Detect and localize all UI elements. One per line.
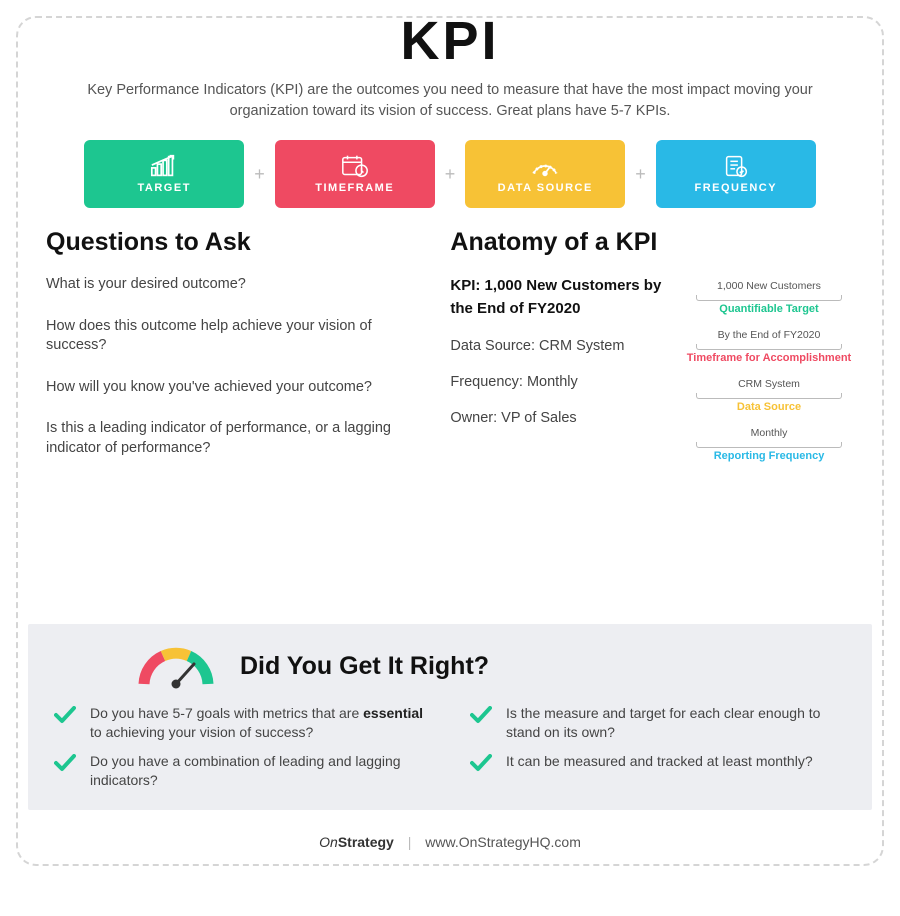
footer: OnStrategy | www.OnStrategyHQ.com <box>18 834 882 850</box>
main-title: KPI <box>46 10 854 72</box>
gauge-icon <box>134 642 218 690</box>
annotation-label: Timeframe for Accomplishment <box>684 352 854 364</box>
check-text: Do you have a combination of leading and… <box>90 752 430 790</box>
anatomy-main: Anatomy of a KPI KPI: 1,000 New Customer… <box>450 228 670 480</box>
infographic-frame: KPI Key Performance Indicators (KPI) are… <box>16 16 884 866</box>
bracket-icon <box>696 295 842 301</box>
brand-on: On <box>319 834 338 850</box>
plus-icon: + <box>445 164 456 185</box>
pill-label: TARGET <box>138 182 191 194</box>
plus-icon: + <box>254 164 265 185</box>
plus-icon: + <box>635 164 646 185</box>
annotation-value: CRM System <box>684 378 854 390</box>
check-item: Do you have 5-7 goals with metrics that … <box>54 704 430 742</box>
checkmark-icon <box>470 754 492 772</box>
pill-label: DATA SOURCE <box>498 182 593 194</box>
check-item: It can be measured and tracked at least … <box>470 752 846 790</box>
annotation: 1,000 New Customers Quantifiable Target <box>684 280 854 315</box>
questions-heading: Questions to Ask <box>46 228 430 257</box>
brand-strategy: Strategy <box>338 834 394 850</box>
question-item: What is your desired outcome? <box>46 275 430 295</box>
anatomy-column: Anatomy of a KPI KPI: 1,000 New Customer… <box>450 228 854 480</box>
checkmark-icon <box>54 706 76 724</box>
annotation-value: By the End of FY2020 <box>684 329 854 341</box>
anatomy-meta-line: Owner: VP of Sales <box>450 410 670 426</box>
anatomy-kpi-line: KPI: 1,000 New Customers by the End of F… <box>450 275 670 320</box>
annotation: CRM System Data Source <box>684 378 854 413</box>
question-item: Is this a leading indicator of performan… <box>46 419 430 458</box>
annotation: By the End of FY2020 Timeframe for Accomp… <box>684 329 854 364</box>
bracket-icon <box>696 393 842 399</box>
annotation: Monthly Reporting Frequency <box>684 427 854 462</box>
pill-timeframe: TIMEFRAME <box>275 140 435 208</box>
questions-column: Questions to Ask What is your desired ou… <box>46 228 430 480</box>
subtitle: Key Performance Indicators (KPI) are the… <box>76 80 824 122</box>
bracket-icon <box>696 344 842 350</box>
question-item: How does this outcome help achieve your … <box>46 317 430 356</box>
pill-label: FREQUENCY <box>694 182 777 194</box>
questions-list: What is your desired outcome? How does th… <box>46 275 430 458</box>
anatomy-meta-line: Frequency: Monthly <box>450 374 670 390</box>
formula-row: TARGET + TIMEFRAME + DATA SOURCE + FREQUENCY <box>46 140 854 208</box>
question-item: How will you know you've achieved your o… <box>46 378 430 398</box>
anatomy-meta-line: Data Source: CRM System <box>450 338 670 354</box>
check-text: Do you have 5-7 goals with metrics that … <box>90 704 430 742</box>
columns: Questions to Ask What is your desired ou… <box>46 228 854 480</box>
check-panel-header: Did You Get It Right? <box>134 642 846 690</box>
pill-label: TIMEFRAME <box>315 182 394 194</box>
annotation-label: Quantifiable Target <box>684 303 854 315</box>
pill-data-source: DATA SOURCE <box>465 140 625 208</box>
check-panel: Did You Get It Right? Do you have 5-7 go… <box>28 624 872 810</box>
annotation-label: Data Source <box>684 401 854 413</box>
check-grid: Do you have 5-7 goals with metrics that … <box>54 704 846 790</box>
check-item: Is the measure and target for each clear… <box>470 704 846 742</box>
anatomy-heading: Anatomy of a KPI <box>450 228 670 257</box>
anatomy-meta: Data Source: CRM System Frequency: Monthl… <box>450 338 670 426</box>
footer-sep: | <box>408 834 412 850</box>
check-item: Do you have a combination of leading and… <box>54 752 430 790</box>
annotation-value: Monthly <box>684 427 854 439</box>
pill-frequency: FREQUENCY <box>656 140 816 208</box>
check-heading: Did You Get It Right? <box>240 652 489 681</box>
checkmark-icon <box>470 706 492 724</box>
check-text: It can be measured and tracked at least … <box>506 752 813 771</box>
checkmark-icon <box>54 754 76 772</box>
bracket-icon <box>696 442 842 448</box>
pill-target: TARGET <box>84 140 244 208</box>
check-text: Is the measure and target for each clear… <box>506 704 846 742</box>
anatomy-annotations: 1,000 New Customers Quantifiable Target By… <box>684 280 854 480</box>
annotation-label: Reporting Frequency <box>684 450 854 462</box>
annotation-value: 1,000 New Customers <box>684 280 854 292</box>
footer-url: www.OnStrategyHQ.com <box>425 834 581 850</box>
